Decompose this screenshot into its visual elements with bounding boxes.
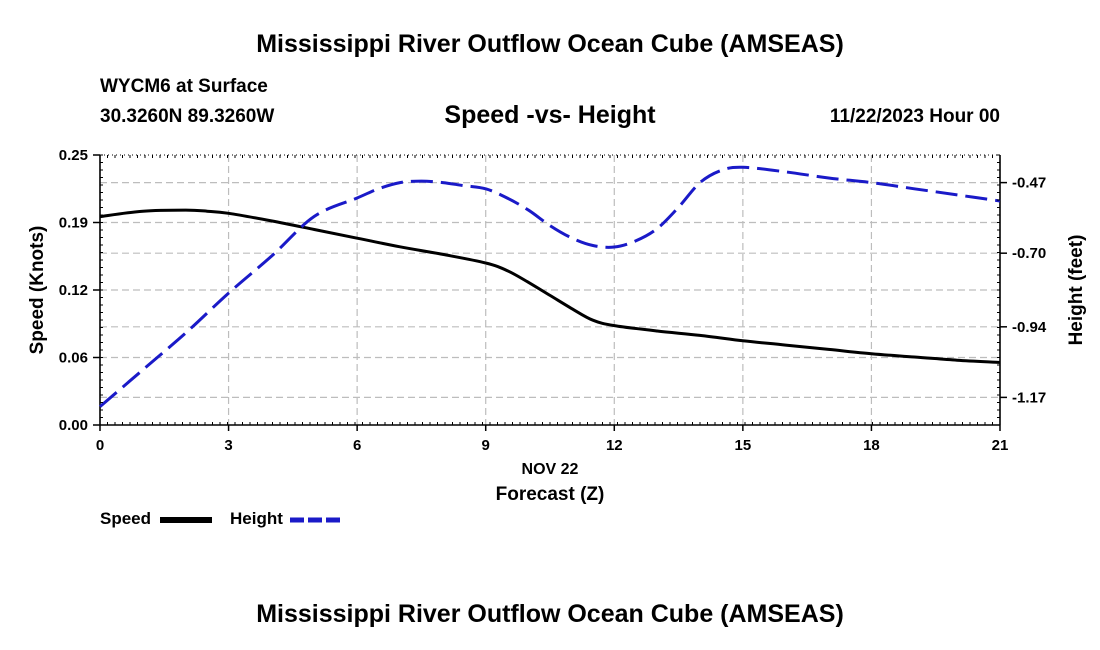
x-tick-label: 3 (224, 437, 232, 454)
y-tick-label: 0.12 (59, 282, 88, 299)
legend-speed-label: Speed (100, 509, 152, 528)
y2-tick-label: -1.17 (1012, 389, 1046, 406)
y-tick-label: 0.25 (59, 147, 88, 164)
y2-tick-label: -0.70 (1012, 245, 1046, 262)
page-title: Mississippi River Outflow Ocean Cube (AM… (256, 30, 844, 58)
footer-title: Mississippi River Outflow Ocean Cube (AM… (256, 600, 844, 628)
x-date-label: NOV 22 (522, 461, 579, 478)
legend-height-swatch (290, 517, 342, 523)
legend-speed-swatch (160, 517, 212, 523)
x-tick-label: 21 (992, 437, 1009, 454)
x-axis-label: Forecast (Z) (496, 484, 605, 505)
x-tick-label: 18 (863, 437, 880, 454)
location-label: 30.3260N 89.3260W (100, 106, 275, 127)
chart-title: Speed -vs- Height (444, 101, 656, 129)
y2-tick-label: -0.94 (1012, 319, 1047, 336)
legend-height-label: Height (230, 509, 283, 528)
x-tick-label: 6 (353, 437, 361, 454)
x-tick-label: 9 (482, 437, 490, 454)
y-tick-label: 0.06 (59, 350, 88, 367)
y-tick-label: 0.19 (59, 215, 88, 232)
x-tick-label: 0 (96, 437, 104, 454)
y-axis-label: Speed (Knots) (27, 226, 48, 355)
station-label: WYCM6 at Surface (100, 76, 268, 97)
y2-axis-label: Height (feet) (1066, 235, 1087, 346)
y-tick-label: 0.00 (59, 417, 88, 434)
x-tick-label: 15 (735, 437, 752, 454)
y2-tick-label: -0.47 (1012, 175, 1046, 192)
datetime-label: 11/22/2023 Hour 00 (829, 106, 1000, 127)
chart: 0 3 6 9 12 15 18 21 0.00 0.06 0.12 0.19 0.25 -0.47 -0.… (27, 147, 1087, 505)
x-tick-label: 12 (606, 437, 623, 454)
series-line-height (99, 165, 1001, 408)
series-line-speed (99, 208, 1001, 364)
